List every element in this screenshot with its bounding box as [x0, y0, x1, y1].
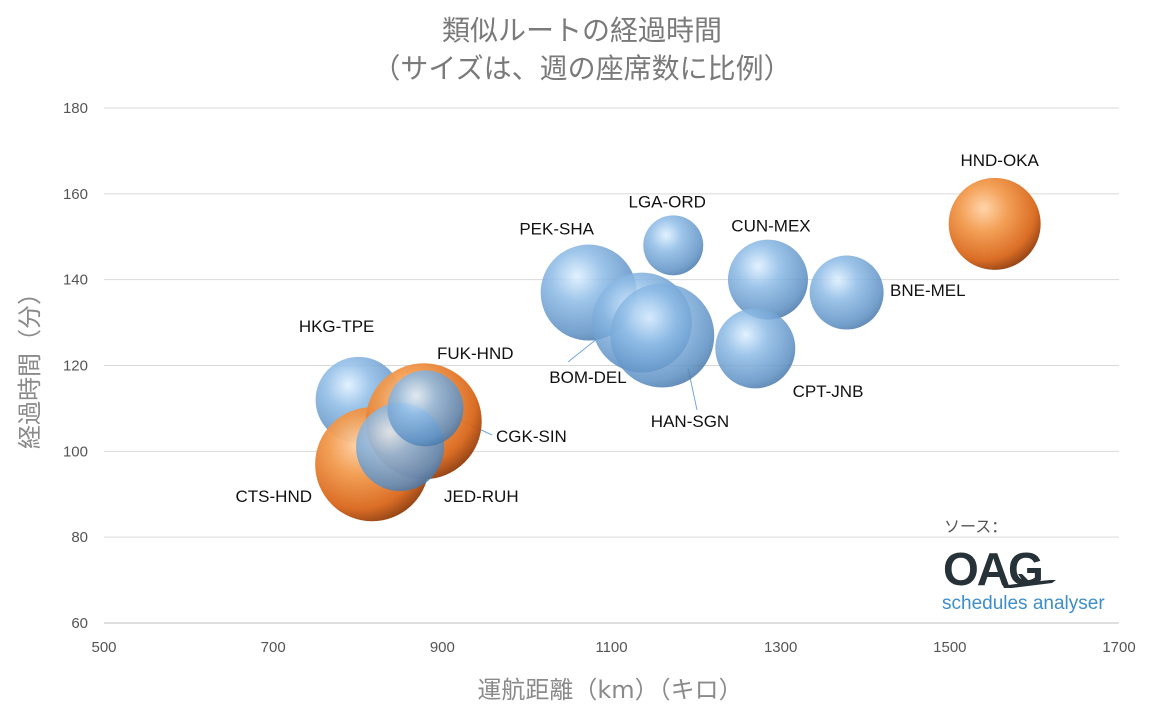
point-label-cun-mex: CUN-MEX: [731, 217, 810, 236]
chart-title: 類似ルートの経過時間: [442, 14, 722, 47]
source-label: ソース：: [944, 517, 1007, 536]
point-label-jed-ruh: JED-RUH: [444, 487, 519, 506]
point-label-cts-hnd: CTS-HND: [236, 487, 313, 506]
bubble-lga-ord: [643, 215, 704, 276]
x-axis-ticks: 500 700 900 1100 1300 1500 1700: [91, 639, 1135, 656]
y-tick-label: 140: [63, 272, 88, 289]
bubble-cpt-jnb: [715, 308, 796, 389]
bubble-cun-mex: [727, 239, 808, 320]
bubble-hnd-oka: [948, 177, 1041, 270]
x-tick-label: 1100: [595, 639, 627, 656]
y-tick-label: 180: [63, 100, 88, 117]
x-tick-label: 700: [261, 639, 286, 656]
point-label-bne-mel: BNE-MEL: [890, 281, 966, 300]
point-label-pek-sha: PEK-SHA: [519, 220, 594, 239]
chart-subtitle: （サイズは、週の座席数に比例）: [372, 52, 791, 85]
point-label-lga-ord: LGA-ORD: [629, 192, 706, 211]
x-tick-label: 1500: [933, 639, 966, 656]
y-tick-label: 160: [63, 186, 88, 203]
x-tick-label: 500: [91, 639, 116, 656]
y-tick-label: 80: [71, 529, 88, 546]
x-tick-label: 1700: [1102, 639, 1135, 656]
oag-logo: OAG: [943, 543, 1042, 595]
bubbles: [315, 177, 1041, 522]
x-tick-label: 900: [430, 639, 455, 656]
y-tick-label: 120: [63, 358, 88, 375]
y-axis-title: 経過時間（分）: [16, 281, 44, 449]
y-axis-ticks: 60 80 100 120 140 160 180: [63, 100, 88, 632]
oag-logo-subtitle: schedules analyser: [942, 593, 1105, 614]
source-logo: ソース： OAG schedules analyser: [942, 517, 1105, 614]
point-label-fuk-hnd: FUK-HND: [437, 344, 514, 363]
point-label-bom-del: BOM-DEL: [549, 368, 626, 387]
point-label-cpt-jnb: CPT-JNB: [793, 382, 864, 401]
leader-line-bom-del: [567, 337, 599, 363]
x-axis-title: 運航距離（km）（キロ）: [477, 676, 742, 704]
point-label-hkg-tpe: HKG-TPE: [299, 317, 375, 336]
bubble-han-sgn: [610, 283, 715, 388]
y-tick-label: 60: [71, 615, 88, 632]
point-labels: HKG-TPE CTS-HND FUK-HND JED-RUH CGK-SIN PEK-S…: [236, 151, 1040, 506]
x-tick-label: 1300: [764, 639, 797, 656]
point-label-cgk-sin: CGK-SIN: [496, 427, 567, 446]
bubble-bne-mel: [809, 255, 884, 330]
point-label-han-sgn: HAN-SGN: [651, 412, 729, 431]
y-tick-label: 100: [63, 443, 88, 460]
point-label-hnd-oka: HND-OKA: [960, 151, 1039, 170]
plane-icon: [1001, 574, 1056, 588]
bubble-cgk-sin: [387, 370, 464, 447]
